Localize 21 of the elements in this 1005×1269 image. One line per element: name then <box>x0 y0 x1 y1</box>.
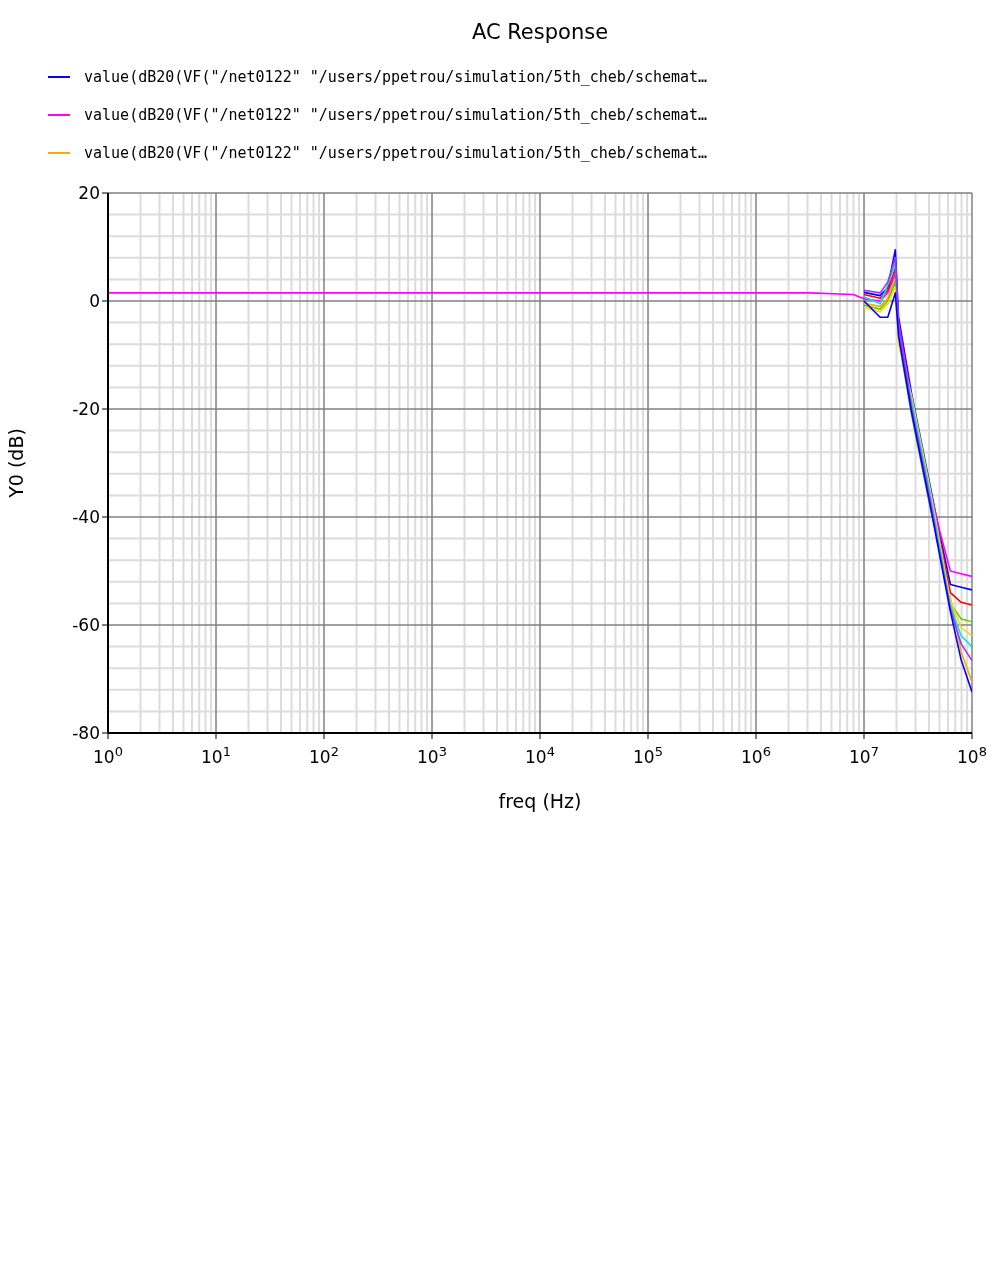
x-tick-label: 10$^{2}$ <box>309 743 339 767</box>
legend-label: value(dB20(VF("/net0122" "/users/ppetrou/simulation/5th_cheb/schemat… <box>84 144 708 162</box>
x-tick-label: 10$^{3}$ <box>417 743 447 767</box>
x-axis-title: freq (Hz) <box>498 790 582 812</box>
x-tick-label: 10$^{0}$ <box>93 743 123 767</box>
y-axis-title: Y0 (dB) <box>4 428 27 499</box>
legend-label: value(dB20(VF("/net0122" "/users/ppetrou/simulation/5th_cheb/schemat… <box>84 106 708 124</box>
x-tick-label: 10$^{7}$ <box>849 743 879 767</box>
y-tick-label: 0 <box>89 291 100 312</box>
y-tick-label: -80 <box>72 723 100 744</box>
y-tick-label: -40 <box>72 507 100 528</box>
y-tick-label: -60 <box>72 615 100 636</box>
y-tick-label: 20 <box>78 183 100 204</box>
x-tick-label: 10$^{1}$ <box>201 743 231 767</box>
x-tick-label: 10$^{4}$ <box>525 743 555 767</box>
chart-title: AC Response <box>470 20 610 44</box>
x-tick-label: 10$^{8}$ <box>957 743 987 767</box>
legend-label: value(dB20(VF("/net0122" "/users/ppetrou/simulation/5th_cheb/schemat… <box>84 68 708 86</box>
x-tick-label: 10$^{6}$ <box>741 743 771 767</box>
x-tick-label: 10$^{5}$ <box>633 743 663 767</box>
y-tick-label: -20 <box>72 399 100 420</box>
